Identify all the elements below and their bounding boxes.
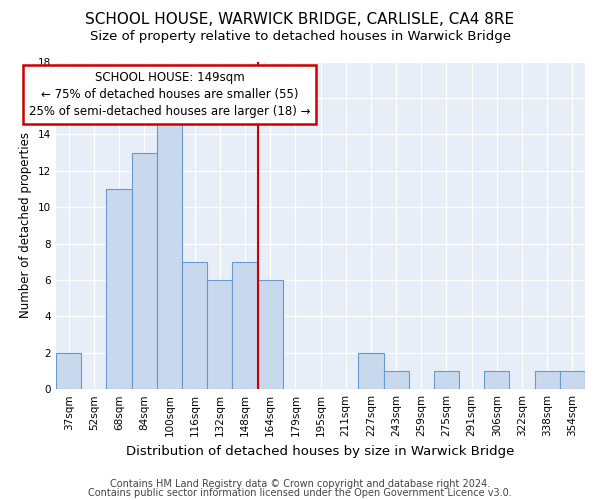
Bar [207, 280, 232, 389]
Bar [182, 262, 207, 389]
Text: Size of property relative to detached houses in Warwick Bridge: Size of property relative to detached ho… [89, 30, 511, 43]
Bar [434, 371, 459, 389]
Bar [106, 189, 131, 389]
Text: SCHOOL HOUSE: 149sqm
← 75% of detached houses are smaller (55)
25% of semi-detac: SCHOOL HOUSE: 149sqm ← 75% of detached h… [29, 70, 310, 118]
Text: SCHOOL HOUSE, WARWICK BRIDGE, CARLISLE, CA4 8RE: SCHOOL HOUSE, WARWICK BRIDGE, CARLISLE, … [85, 12, 515, 28]
Bar [131, 152, 157, 389]
Bar [358, 353, 383, 389]
Bar [560, 371, 585, 389]
Bar [157, 116, 182, 389]
X-axis label: Distribution of detached houses by size in Warwick Bridge: Distribution of detached houses by size … [127, 444, 515, 458]
Bar [56, 353, 81, 389]
Bar [257, 280, 283, 389]
Y-axis label: Number of detached properties: Number of detached properties [19, 132, 32, 318]
Text: Contains HM Land Registry data © Crown copyright and database right 2024.: Contains HM Land Registry data © Crown c… [110, 479, 490, 489]
Bar [484, 371, 509, 389]
Text: Contains public sector information licensed under the Open Government Licence v3: Contains public sector information licen… [88, 488, 512, 498]
Bar [535, 371, 560, 389]
Bar [383, 371, 409, 389]
Bar [232, 262, 257, 389]
